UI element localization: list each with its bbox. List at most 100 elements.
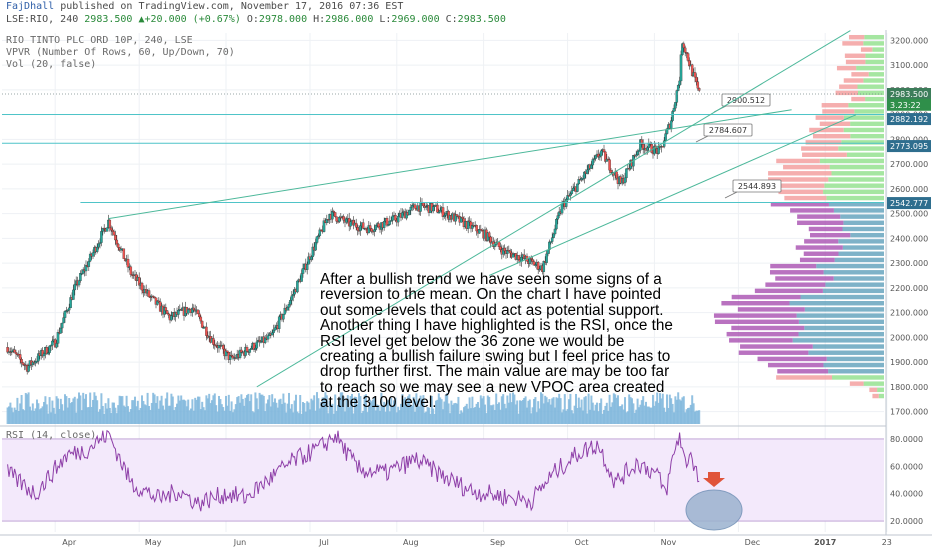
vp-row-down <box>848 34 865 40</box>
candle-body <box>77 280 81 286</box>
rsi-tick-label: 80.0000 <box>890 435 923 444</box>
candle-body <box>151 295 155 298</box>
volume-bar <box>328 400 331 424</box>
volume-legend[interactable]: Vol (20, false) <box>6 59 97 70</box>
volume-bar <box>178 400 181 424</box>
vp-row-down <box>776 375 833 380</box>
level-label-pointer <box>724 191 738 199</box>
vpvr-legend[interactable]: VPVR (Number Of Rows, 60, Up/Down, 70) <box>6 47 235 58</box>
volume-bar <box>576 408 579 424</box>
volume-bar <box>486 395 489 424</box>
volume-bar <box>456 403 458 424</box>
vp-row-down <box>776 158 820 164</box>
volume-bar <box>643 405 646 424</box>
volume-bar <box>381 405 384 424</box>
candle-body <box>598 155 602 158</box>
vp-row-up <box>868 72 884 77</box>
volume-bar <box>156 396 159 424</box>
volume-bar <box>78 392 80 424</box>
candle-body <box>370 228 373 232</box>
volume-bar <box>586 413 589 424</box>
volume-bar <box>580 399 583 424</box>
vp-row-down <box>844 53 866 58</box>
volume-bar <box>218 395 220 424</box>
candle-body <box>290 295 294 301</box>
volume-bar <box>215 405 218 424</box>
volume-bar <box>230 401 233 424</box>
time-tick-label: 2017 <box>814 538 836 547</box>
candle-body <box>56 332 60 344</box>
volume-bar <box>435 400 437 424</box>
series-title[interactable]: RIO TINTO PLC ORD 10P, 240, LSE <box>6 35 193 46</box>
vp-row-up <box>826 195 884 201</box>
up-arrow-icon: ▲ <box>138 14 145 25</box>
candle-body <box>672 107 676 112</box>
volume-bar <box>220 404 223 424</box>
candle-body <box>272 329 275 333</box>
volume-bar <box>611 402 614 424</box>
volume-bar <box>255 398 258 424</box>
candles <box>6 41 701 375</box>
candle-body <box>349 221 352 227</box>
volume-bar <box>75 412 78 424</box>
candle-body <box>382 221 386 228</box>
volume-bar <box>467 408 470 424</box>
volume-bar <box>444 394 447 424</box>
volume-bar <box>134 396 136 424</box>
volume-bar <box>437 393 440 424</box>
volume-bar <box>27 392 30 424</box>
volume-bar <box>582 410 584 424</box>
author-name[interactable]: FajDhall <box>6 1 55 12</box>
volume-bar <box>596 402 598 424</box>
vp-row-up <box>798 319 884 325</box>
close-value: 2983.500 <box>457 14 506 25</box>
volume-bar <box>145 405 148 424</box>
rsi-legend[interactable]: RSI (14, close) <box>6 430 97 441</box>
trend-line <box>256 30 851 388</box>
volume-bar <box>481 398 484 424</box>
volume-bar <box>345 399 348 424</box>
vp-row-down <box>801 146 839 151</box>
volume-bar <box>131 400 134 424</box>
volume-bar <box>402 399 405 424</box>
volume-bar <box>195 399 198 424</box>
candle-body <box>114 234 117 241</box>
time-tick-label: Jul <box>318 538 329 547</box>
vp-row-up <box>856 65 884 71</box>
candle-body <box>291 294 295 297</box>
volume-bar <box>638 407 640 424</box>
vp-row-down <box>797 214 841 219</box>
published-text: published on TradingView.com, November 1… <box>60 1 404 12</box>
volume-bar <box>541 393 544 424</box>
volume-bar <box>524 396 527 424</box>
volume-bar <box>605 402 608 424</box>
volume-bar <box>234 404 237 424</box>
volume-bar <box>92 399 94 424</box>
candle-body <box>560 203 564 214</box>
price-tick-label: 3100.000 <box>890 61 928 70</box>
volume-bar <box>6 407 9 424</box>
volume-bar <box>150 402 153 424</box>
volume-bar <box>626 411 629 424</box>
candle-body <box>636 151 639 156</box>
candle-body <box>46 352 50 355</box>
volume-bar <box>559 398 562 424</box>
volume-bar <box>593 410 596 424</box>
volume-bar <box>187 399 190 424</box>
candle-body <box>60 322 64 329</box>
candle-body <box>79 273 82 282</box>
volume-bar <box>94 395 97 424</box>
time-tick-label: Apr <box>62 538 77 547</box>
candle-body <box>14 352 18 355</box>
volume-bar <box>30 410 33 424</box>
candle-body <box>199 316 203 322</box>
volume-bar <box>243 405 246 424</box>
vp-row-down <box>860 47 873 52</box>
volume-bar <box>113 402 115 424</box>
volume-bar <box>412 396 415 424</box>
volume-bar <box>629 397 632 424</box>
price-badge <box>887 88 931 101</box>
volume-bar <box>484 404 486 424</box>
price-change: +20.000 (+0.67%) <box>144 14 241 25</box>
